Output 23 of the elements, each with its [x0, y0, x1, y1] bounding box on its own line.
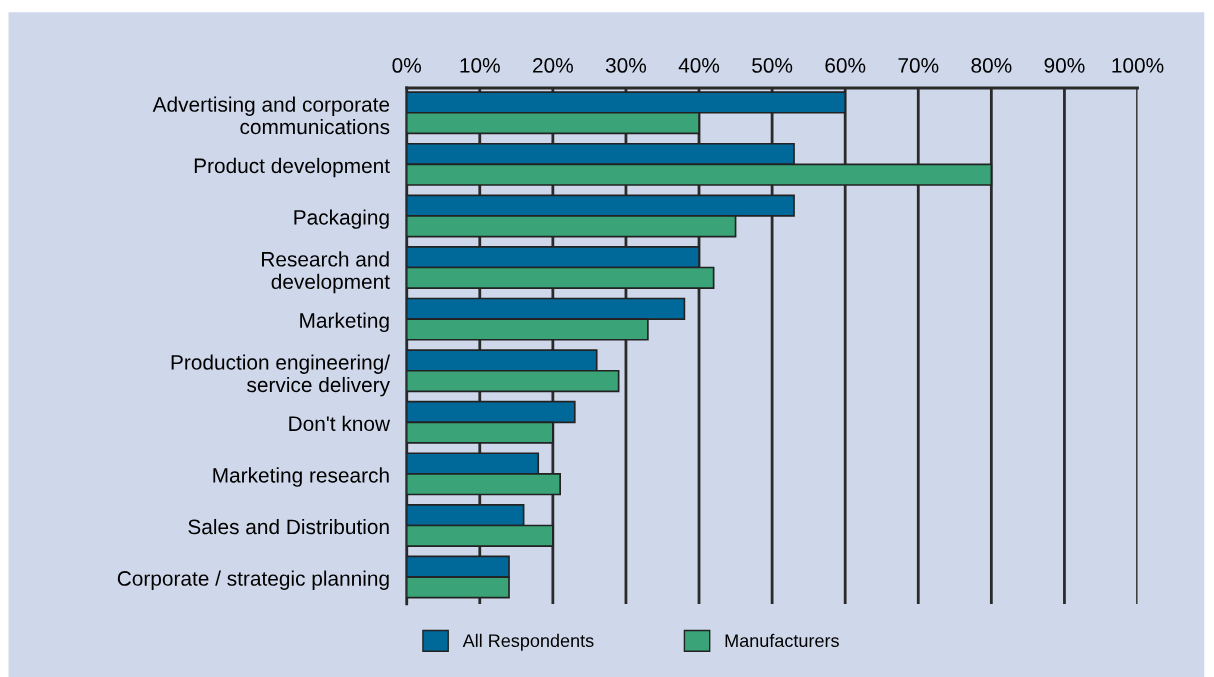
x-tick-label: 50%	[752, 58, 793, 73]
y-tick-label: Marketing research	[213, 467, 389, 487]
x-tick-label: 20%	[533, 58, 573, 73]
y-tick-label: Don't know	[289, 415, 391, 432]
y-tick-label: Research and development	[262, 251, 390, 294]
x-tick-label: 0%	[392, 58, 421, 73]
y-tick-label: Advertising and corporate communications	[152, 96, 390, 135]
y-tick-label: Production engineering/ service delivery	[171, 354, 391, 397]
x-tick-label: 10%	[460, 58, 500, 73]
x-tick-label: 30%	[605, 58, 647, 73]
y-tick-label: Packaging	[294, 209, 389, 229]
x-tick-label: 40%	[678, 58, 720, 73]
legend-label: All Respondents	[462, 633, 594, 651]
x-tick-label: 80%	[971, 58, 1012, 73]
x-tick-label: 100%	[1112, 58, 1164, 73]
x-tick-label: 60%	[825, 58, 866, 73]
x-tick-label: 90%	[1044, 58, 1085, 73]
y-tick-label: Marketing	[300, 312, 389, 333]
legend-label: Manufacturers	[725, 633, 839, 648]
y-tick-label: Product development	[194, 157, 390, 178]
y-tick-label: Sales and Distribution	[188, 518, 389, 535]
x-tick-label: 70%	[898, 58, 939, 73]
y-tick-label: Corporate / strategic planning	[117, 570, 389, 590]
